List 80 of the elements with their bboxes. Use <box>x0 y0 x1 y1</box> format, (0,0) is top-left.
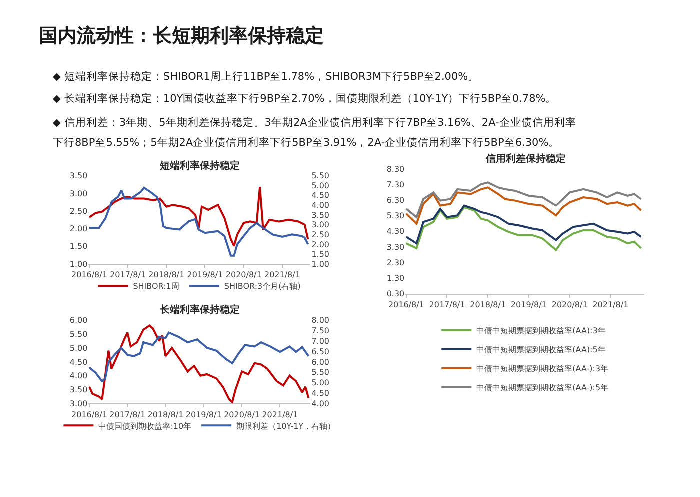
chart-title: 长端利率保持稳定 <box>159 304 240 316</box>
x-tick-label: 2020/8/1 <box>226 270 262 280</box>
legend-label: 中债中短期票据到期收益率(AA):5年 <box>476 345 606 354</box>
y-tick-label: 8.30 <box>386 164 405 174</box>
y2-tick-label: 8.00 <box>312 316 330 326</box>
line-series <box>88 332 310 382</box>
y2-tick-label: 5.00 <box>312 378 330 388</box>
x-tick-label: 2021/8/1 <box>592 300 629 310</box>
line-series <box>406 206 642 252</box>
x-tick-label: 2017/8/1 <box>110 410 146 420</box>
x-tick-label: 2016/8/1 <box>388 300 424 310</box>
text: ◆ 长端利率保持稳定：10Y国债收益率下行9BP至2.70%，国债期限利差（10Y-1Y）下行5BP至0.78%。 <box>53 92 557 105</box>
y-tick-label: 3.00 <box>70 189 88 198</box>
y2-tick-label: 2.00 <box>312 240 330 250</box>
y2-tick-label: 6.00 <box>312 358 330 367</box>
chart-title: 信用利差保持稳定 <box>485 153 566 165</box>
x-tick-label: 2019/8/1 <box>186 410 222 420</box>
x-tick-label: 2017/8/1 <box>429 300 466 310</box>
legend-label: 中债中短期票据到期收益率(AA-):5年 <box>476 383 609 392</box>
y-tick-label: 2.30 <box>386 258 405 268</box>
x-tick-label: 2021/8/1 <box>262 410 298 420</box>
legend-label: SHIBOR:3个月(右轴) <box>224 282 301 292</box>
y-tick-label: 6.30 <box>386 196 405 205</box>
x-tick-label: 2019/8/1 <box>187 270 224 280</box>
y-tick-label: 3.50 <box>70 386 88 395</box>
x-tick-label: 2018/8/1 <box>470 300 506 310</box>
legend-label: 中债中短期票据到期收益率(AA-):3年 <box>476 364 609 374</box>
y2-tick-label: 1.00 <box>312 260 330 269</box>
y2-tick-label: 5.00 <box>312 181 330 190</box>
y2-tick-label: 3.50 <box>312 210 330 220</box>
y-tick-label: 0.30 <box>386 290 405 299</box>
legend-label: 期限利差（10Y-1Y，右轴） <box>236 422 336 431</box>
text: 下行8BP至5.55%；5年期2A企业债信用利率下行5BP至3.91%，2A-企业债信用利率下行5BP至6.30%。 <box>53 136 560 149</box>
chart-title: 短端利率保持稳定 <box>159 160 240 172</box>
y-tick-label: 1.00 <box>70 260 88 269</box>
x-tick-label: 2017/8/1 <box>110 270 146 280</box>
x-tick-label: 2021/8/1 <box>264 270 300 280</box>
y2-tick-label: 7.50 <box>312 326 330 336</box>
y2-tick-label: 5.50 <box>312 172 330 181</box>
text: ◆ 信用利差：3年期、5年期利差保持稳定。3年期2A企业债信用利率下行7BP至3.16%、2A-企业债信用利率 <box>53 116 576 129</box>
line-series <box>406 204 642 245</box>
y-tick-label: 6.00 <box>70 316 88 326</box>
y-tick-label: 4.50 <box>70 358 88 367</box>
y2-tick-label: 4.50 <box>312 389 330 398</box>
x-tick-label: 2016/8/1 <box>71 270 108 280</box>
y-tick-label: 7.30 <box>386 180 405 190</box>
y2-tick-label: 3.00 <box>312 220 330 230</box>
line-series <box>406 182 642 218</box>
y-tick-label: 4.30 <box>386 227 405 236</box>
text: 国内流动性：长短期利率保持稳定 <box>39 25 324 47</box>
legend-label: 中债国债到期收益率:10年 <box>98 422 192 431</box>
y2-tick-label: 7.00 <box>312 336 330 346</box>
y-tick-label: 5.50 <box>70 330 88 339</box>
x-tick-label: 2019/8/1 <box>510 300 547 310</box>
legend-label: SHIBOR:1周 <box>133 282 180 292</box>
y2-tick-label: 5.50 <box>312 368 330 378</box>
y2-tick-label: 4.00 <box>312 201 330 210</box>
legend-label: 中债中短期票据到期收益率(AA):3年 <box>476 326 606 336</box>
y2-tick-label: 6.50 <box>312 347 330 356</box>
x-tick-label: 2018/8/1 <box>148 410 184 420</box>
y2-tick-label: 4.00 <box>312 399 330 408</box>
y-tick-label: 2.00 <box>70 224 88 234</box>
y-tick-label: 5.00 <box>70 344 88 353</box>
y2-tick-label: 2.50 <box>312 230 330 240</box>
y-tick-label: 2.50 <box>70 206 88 216</box>
y-tick-label: 5.30 <box>386 212 405 221</box>
y2-tick-label: 1.50 <box>312 250 330 260</box>
y-tick-label: 4.00 <box>70 372 88 381</box>
y-tick-label: 3.30 <box>386 242 405 252</box>
text: ◆ 短端利率保持稳定：SHIBOR1周上行11BP至1.78%，SHIBOR3M下行5BP至2.00%。 <box>53 70 480 83</box>
y-tick-label: 3.00 <box>70 399 88 408</box>
x-tick-label: 2020/8/1 <box>224 410 260 420</box>
x-tick-label: 2016/8/1 <box>71 410 108 420</box>
y2-tick-label: 4.50 <box>312 191 330 200</box>
x-tick-label: 2018/8/1 <box>148 270 185 280</box>
line-series <box>406 186 642 225</box>
y-tick-label: 1.30 <box>386 274 405 284</box>
x-tick-label: 2020/8/1 <box>552 300 588 310</box>
y-tick-label: 3.50 <box>70 172 88 181</box>
y-tick-label: 1.50 <box>70 242 88 252</box>
